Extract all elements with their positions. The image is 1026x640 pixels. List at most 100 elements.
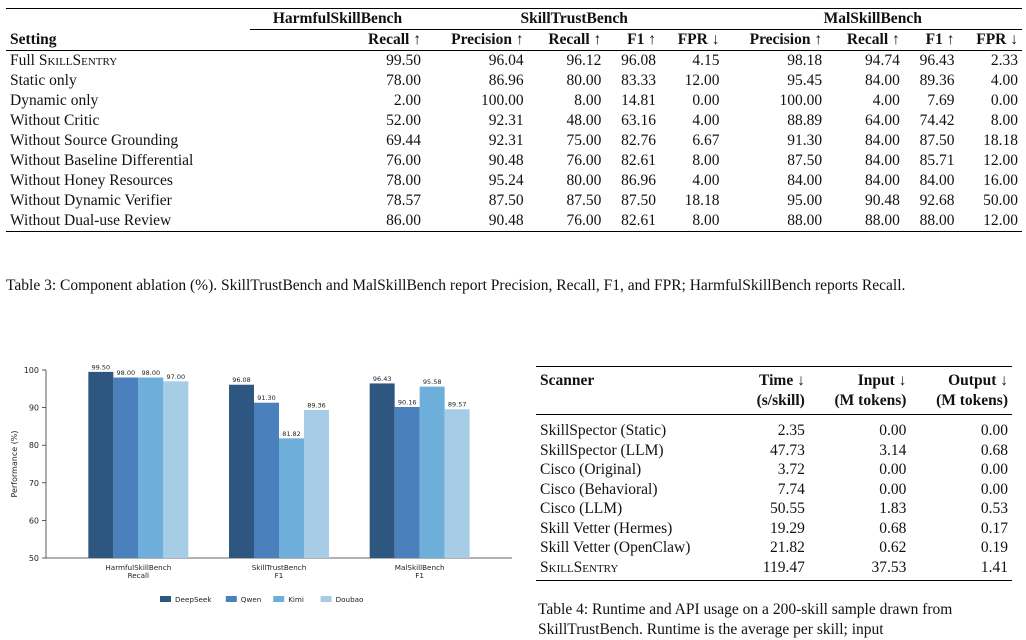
table-row: Without Dual-use Review 86.00 90.48 76.00 82… bbox=[6, 211, 1022, 232]
bar-deepseek bbox=[369, 383, 395, 558]
setting-header: Setting bbox=[6, 29, 250, 51]
table-cell: 86.96 bbox=[621, 172, 656, 189]
output-header: Output ↓ bbox=[910, 366, 1012, 391]
bar-qwen bbox=[113, 377, 139, 558]
group-header-row: HarmfulSkillBench SkillTrustBench MalSki… bbox=[6, 8, 1022, 30]
table-cell: 1.83 bbox=[879, 500, 907, 517]
scanner-name: Skill Vetter (OpenClaw) bbox=[540, 539, 691, 556]
column-header: Recall ↑ bbox=[826, 29, 904, 51]
scanner-name: Skill Vetter (Hermes) bbox=[540, 519, 673, 537]
time-unit: (s/skill) bbox=[737, 390, 809, 415]
table-cell: 2.35 bbox=[777, 422, 805, 439]
table-cell: 88.00 bbox=[903, 211, 959, 232]
table-cell: 19.29 bbox=[769, 519, 805, 537]
setting-name: Dynamic only bbox=[10, 92, 99, 109]
bar-doubao bbox=[163, 381, 189, 558]
group-header: SkillTrustBench bbox=[424, 8, 724, 30]
table-cell: 83.33 bbox=[621, 72, 656, 89]
table-cell: 12.00 bbox=[684, 72, 720, 89]
table-cell: 3.14 bbox=[879, 441, 907, 459]
column-header: F1 ↑ bbox=[903, 29, 959, 51]
table-cell: 37.53 bbox=[808, 557, 911, 581]
setting-name: Without Critic bbox=[10, 112, 100, 129]
table-cell: 4.15 bbox=[692, 52, 720, 69]
table-cell: 8.00 bbox=[659, 211, 724, 232]
table-cell: 18.18 bbox=[983, 132, 1018, 149]
data-label: 91.30 bbox=[257, 394, 276, 402]
bar-doubao bbox=[304, 410, 329, 558]
table-cell: 76.00 bbox=[386, 152, 421, 169]
table-row: Skill Vetter (Hermes) 19.29 0.68 0.17 bbox=[536, 519, 1012, 539]
bar-deepseek bbox=[88, 371, 114, 558]
setting-name: Without Source Grounding bbox=[10, 132, 179, 149]
table-row: Full SkillSentry 99.50 96.04 96.12 96.08 4.15… bbox=[6, 51, 1022, 72]
runtime-table: Scanner Time ↓ Input ↓ Output ↓ (s/skill… bbox=[536, 366, 1012, 581]
category-label: F1 bbox=[415, 571, 424, 580]
table-cell: 8.00 bbox=[990, 112, 1018, 129]
legend-swatch bbox=[160, 596, 171, 602]
data-label: 89.57 bbox=[448, 401, 467, 409]
bar-qwen bbox=[254, 402, 279, 558]
scanner-name: SkillSpector (Static) bbox=[540, 422, 667, 439]
table-row: Static only 78.00 86.96 80.00 83.33 12.00 95.4… bbox=[6, 71, 1022, 91]
table-cell: 0.68 bbox=[879, 519, 907, 537]
table-cell: 0.00 bbox=[879, 480, 907, 498]
bar-qwen bbox=[394, 406, 420, 558]
table-cell: 52.00 bbox=[386, 112, 421, 129]
table-cell: 100.00 bbox=[480, 92, 524, 109]
table-row: Without Critic 52.00 92.31 48.00 63.16 4.00 88… bbox=[6, 111, 1022, 131]
bar-kimi bbox=[419, 386, 445, 558]
table-row: Skill Vetter (OpenClaw) 21.82 0.62 0.19 bbox=[536, 538, 1012, 558]
setting-name: Full SkillSentry bbox=[10, 52, 118, 69]
table-cell: 50.00 bbox=[983, 192, 1018, 209]
table-cell: 76.00 bbox=[566, 152, 602, 169]
table-cell: 96.12 bbox=[566, 52, 602, 69]
table-cell: 0.00 bbox=[980, 422, 1008, 439]
table-cell: 88.00 bbox=[723, 211, 827, 232]
table-cell: 6.67 bbox=[692, 132, 720, 149]
table-row: SkillSpector (LLM) 47.73 3.14 0.68 bbox=[536, 441, 1012, 461]
table-cell: 95.00 bbox=[787, 192, 823, 209]
category-label: SkillTrustBench bbox=[252, 563, 307, 572]
table-cell: 95.24 bbox=[488, 172, 524, 189]
table-cell: 0.19 bbox=[980, 539, 1008, 556]
table-cell: 3.72 bbox=[777, 461, 805, 478]
y-axis-label: Performance (%) bbox=[10, 430, 19, 497]
data-label: 90.16 bbox=[398, 398, 417, 406]
table-cell: 90.48 bbox=[488, 152, 524, 169]
setting-name: Without Honey Resources bbox=[10, 172, 173, 189]
legend-entry: Qwen bbox=[241, 595, 262, 604]
table-cell: 78.00 bbox=[386, 72, 421, 89]
table-cell: 96.43 bbox=[919, 52, 955, 69]
table-cell: 84.00 bbox=[864, 172, 900, 189]
table-row: Cisco (LLM) 50.55 1.83 0.53 bbox=[536, 499, 1012, 519]
scanner-name: Cisco (Original) bbox=[540, 461, 642, 478]
table-cell: 4.00 bbox=[990, 72, 1018, 89]
scanner-name: SkillSpector (LLM) bbox=[540, 441, 664, 459]
column-header: Recall ↑ bbox=[527, 29, 606, 51]
table-cell: 87.50 bbox=[787, 152, 823, 169]
table-cell: 0.00 bbox=[990, 92, 1018, 109]
data-label: 98.00 bbox=[117, 369, 136, 377]
group-header: MalSkillBench bbox=[723, 8, 1022, 30]
table-cell: 91.30 bbox=[787, 132, 823, 149]
table-cell: 92.31 bbox=[488, 112, 524, 129]
table-cell: 92.31 bbox=[488, 132, 524, 149]
table-cell: 85.71 bbox=[919, 152, 955, 169]
table-cell: 7.74 bbox=[777, 480, 805, 498]
ablation-table: HarmfulSkillBench SkillTrustBench MalSki… bbox=[6, 8, 1022, 232]
group-header: HarmfulSkillBench bbox=[250, 8, 425, 30]
table-cell: 0.00 bbox=[692, 92, 720, 109]
legend-swatch bbox=[320, 596, 332, 602]
table-cell: 1.41 bbox=[910, 557, 1012, 581]
data-label: 95.58 bbox=[423, 378, 442, 386]
table-cell: 96.08 bbox=[621, 52, 656, 69]
table-cell: 87.50 bbox=[621, 192, 656, 209]
table-cell: 95.45 bbox=[787, 72, 823, 89]
scanner-name: Cisco (Behavioral) bbox=[540, 480, 658, 498]
table-cell: 90.48 bbox=[864, 192, 900, 209]
table-cell: 74.42 bbox=[919, 112, 955, 129]
table-row: Without Dynamic Verifier 78.57 87.50 87.50 8… bbox=[6, 191, 1022, 211]
time-header: Time ↓ bbox=[737, 366, 809, 391]
y-tick-label: 50 bbox=[29, 554, 39, 563]
